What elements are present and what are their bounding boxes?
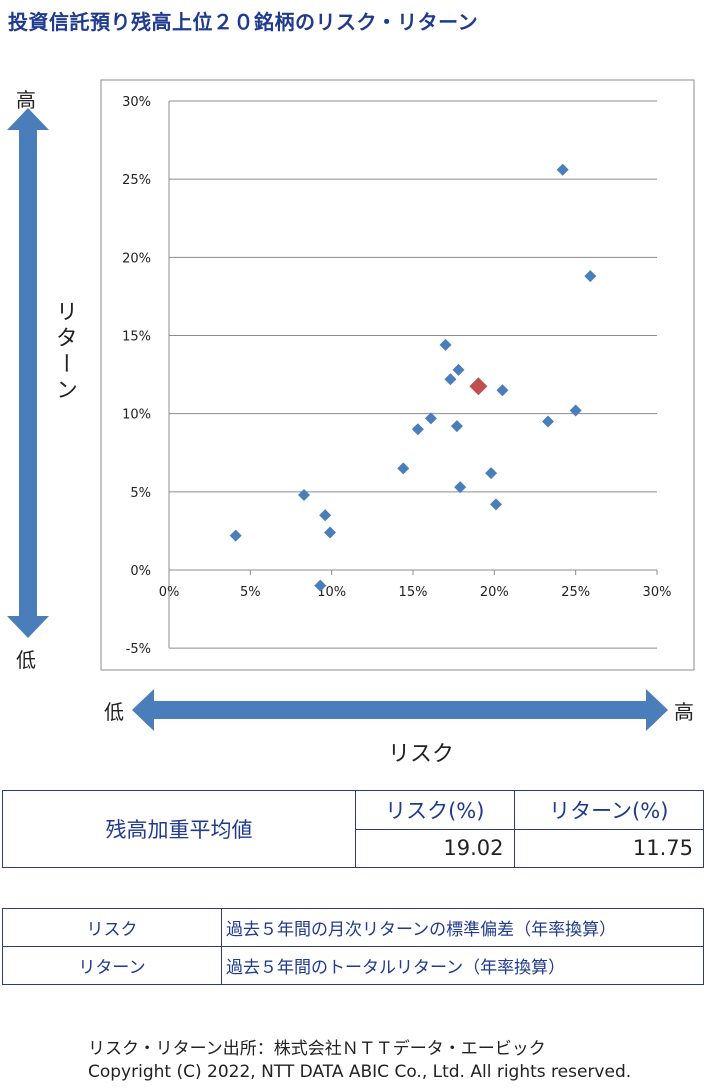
x-tick-label: 30% — [643, 585, 672, 600]
fund-point — [569, 404, 582, 417]
fund-point — [229, 529, 242, 542]
x-axis-title: リスク — [388, 742, 455, 767]
return-header: リターン(%) — [513, 790, 705, 830]
definition-description: 過去５年間のトータルリターン（年率換算） — [221, 946, 704, 985]
y-tick-label: 10% — [122, 408, 151, 423]
fund-point — [324, 526, 337, 539]
horizontal-double-arrow — [132, 689, 668, 731]
definition-row: リターン 過去５年間のトータルリターン（年率換算） — [2, 946, 704, 985]
risk-header: リスク(%) — [355, 790, 515, 830]
y-tick-label: 30% — [122, 95, 151, 110]
x-tick-label: 0% — [159, 585, 180, 600]
definition-term: リスク — [2, 908, 222, 947]
fund-point — [454, 481, 467, 494]
weighted-average-table: 残高加重平均値 リスク(%) リターン(%) 19.02 11.75 — [2, 790, 705, 868]
fund-point — [485, 467, 498, 480]
y-tick-label: 0% — [130, 564, 151, 579]
y-tick-label: 25% — [122, 173, 151, 188]
x-tick-label: 10% — [317, 585, 346, 600]
fund-point — [452, 363, 465, 376]
definition-description: 過去５年間の月次リターンの標準偏差（年率換算） — [221, 908, 704, 947]
fund-point — [397, 462, 410, 475]
fund-point — [439, 338, 452, 351]
fund-point — [314, 579, 327, 592]
data-points — [229, 163, 597, 592]
weighted-average-label: 残高加重平均値 — [2, 790, 356, 868]
vertical-double-arrow — [7, 108, 49, 638]
definitions-table: リスク 過去５年間の月次リターンの標準偏差（年率換算） リターン 過去５年間のト… — [2, 908, 704, 985]
fund-point — [298, 488, 311, 501]
definition-term: リターン — [2, 946, 222, 985]
fund-point — [584, 270, 597, 283]
fund-point — [556, 163, 569, 176]
y-tick-label: 5% — [130, 486, 151, 501]
risk-value: 19.02 — [355, 828, 515, 868]
fund-point — [424, 412, 437, 425]
y-tick-label: 20% — [122, 251, 151, 266]
fund-point — [444, 373, 457, 386]
y-tick-label: 15% — [122, 330, 151, 345]
x-tick-label: 25% — [561, 585, 590, 600]
fund-point — [411, 423, 424, 436]
x-tick-label: 20% — [480, 585, 509, 600]
definition-row: リスク 過去５年間の月次リターンの標準偏差（年率換算） — [2, 908, 704, 947]
y-tick-labels: -5% 0% 5% 10% 15% 20% 25% 30% — [122, 95, 151, 657]
fund-point — [496, 384, 509, 397]
risk-low-label: 低 — [104, 700, 124, 724]
fund-point — [319, 509, 332, 522]
chart-frame — [100, 79, 695, 671]
x-tick-labels: 0% 5% 10% 15% 20% 25% 30% — [159, 585, 672, 600]
y-axis-title: リターン — [52, 300, 77, 404]
scatter-chart: -5% 0% 5% 10% 15% 20% 25% 30% 0% 5% 10% 15% 20% 25% 3… — [100, 79, 695, 671]
copyright: Copyright (C) 2022, NTT DATA ABIC Co., L… — [88, 1062, 632, 1082]
return-low-label: 低 — [16, 648, 36, 672]
return-value: 11.75 — [513, 828, 705, 868]
weighted-average-point — [469, 377, 488, 396]
risk-high-label: 高 — [674, 700, 694, 724]
y-tick-label: -5% — [126, 642, 151, 657]
x-tick-label: 5% — [240, 585, 261, 600]
chart-title: 投資信託預り残高上位２０銘柄のリスク・リターン — [8, 10, 479, 34]
return-high-label: 高 — [16, 88, 36, 112]
data-source: リスク・リターン出所：株式会社ＮＴＴデータ・エービック — [88, 1039, 546, 1059]
x-tick-label: 15% — [399, 585, 428, 600]
fund-point — [489, 498, 502, 511]
fund-point — [450, 420, 463, 433]
fund-point — [542, 415, 555, 428]
